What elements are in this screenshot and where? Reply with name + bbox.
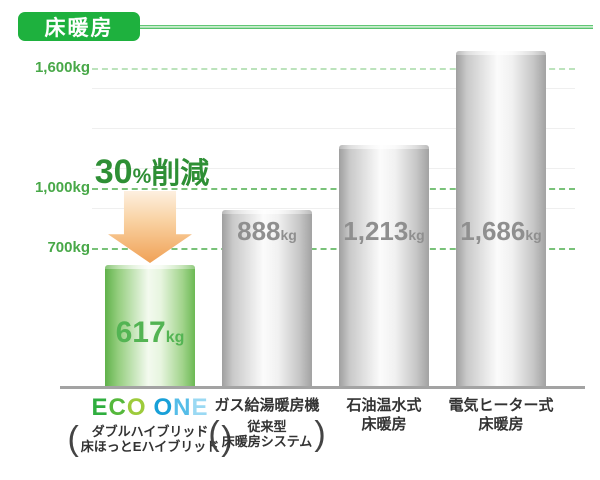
bar-electric-heater xyxy=(456,50,546,388)
gridline-minor xyxy=(92,88,575,89)
subnote-line: ダブルハイブリッド xyxy=(91,424,209,439)
reduction-annotation: 30%削減 xyxy=(88,150,216,192)
bar-gas-heater xyxy=(222,210,312,388)
paren-close: ) xyxy=(221,420,233,458)
paren-close: ) xyxy=(314,415,326,453)
subnote-line: 床暖房システム xyxy=(221,434,313,449)
x-label-electric-heater: 電気ヒーター式 床暖房 xyxy=(411,396,591,434)
value-number: 617 xyxy=(115,316,166,349)
bar-oil-hot-water xyxy=(339,145,429,388)
value-unit: kg xyxy=(280,227,297,243)
value-label-oil: 1,213kg xyxy=(324,216,444,247)
eco-one-logo: ECO ONE xyxy=(91,394,209,421)
x-label-line: 床暖房 xyxy=(361,416,407,433)
reduction-text: 削減 xyxy=(151,158,210,190)
section-header-badge: 床暖房 xyxy=(18,12,140,41)
value-number: 1,213 xyxy=(343,216,409,246)
gridline-700kg xyxy=(92,248,575,250)
gridline-1000kg xyxy=(92,188,575,190)
value-number: 1,686 xyxy=(460,216,526,246)
value-number: 888 xyxy=(237,216,281,246)
header-rule xyxy=(140,25,593,29)
x-label-oil-hot-water: 石油温水式 床暖房 xyxy=(294,396,474,434)
gridline-minor xyxy=(92,168,575,169)
paren-open: ( xyxy=(67,420,79,458)
paren-open: ( xyxy=(208,415,220,453)
x-label-subnote: ( ダブルハイブリッド 床ほっとEハイブリッド ) xyxy=(60,422,240,456)
subnote-line: 従来型 xyxy=(247,419,287,434)
x-axis xyxy=(60,386,585,389)
section-title: 床暖房 xyxy=(44,16,114,40)
x-label-subnote: ( 従来型 床暖房システム ) xyxy=(177,417,357,451)
y-axis-label-1600kg: 1,600kg xyxy=(34,59,90,76)
y-axis-label-700kg: 700kg xyxy=(47,239,90,256)
y-axis-label-1000kg: 1,000kg xyxy=(34,179,90,196)
x-label-title: ガス給湯暖房機 xyxy=(214,397,320,414)
down-arrow-icon xyxy=(108,191,192,263)
x-label-line: 石油温水式 xyxy=(346,397,422,414)
x-label-line: 床暖房 xyxy=(478,416,524,433)
gridline-minor xyxy=(92,128,575,129)
percent-sign: % xyxy=(132,165,152,188)
x-label-gas-heater: ガス給湯暖房機 ( 従来型 床暖房システム ) xyxy=(177,396,357,451)
gridline-minor xyxy=(92,208,575,209)
gridline-1600kg xyxy=(92,68,575,70)
subnote-line: 床ほっとEハイブリッド xyxy=(80,439,220,454)
value-label-electric: 1,686kg xyxy=(441,216,561,247)
value-unit: kg xyxy=(525,227,542,243)
value-unit: kg xyxy=(408,227,425,243)
bar-eco-one xyxy=(105,264,195,388)
value-label-gas: 888kg xyxy=(207,216,327,247)
x-label-line: 電気ヒーター式 xyxy=(448,397,554,414)
x-label-eco-one: ECO ONE ( ダブルハイブリッド 床ほっとEハイブリッド ) xyxy=(60,394,240,457)
reduction-percent-number: 30 xyxy=(94,153,133,191)
value-label-eco-one: 617kg xyxy=(95,316,205,350)
value-unit: kg xyxy=(165,329,185,346)
